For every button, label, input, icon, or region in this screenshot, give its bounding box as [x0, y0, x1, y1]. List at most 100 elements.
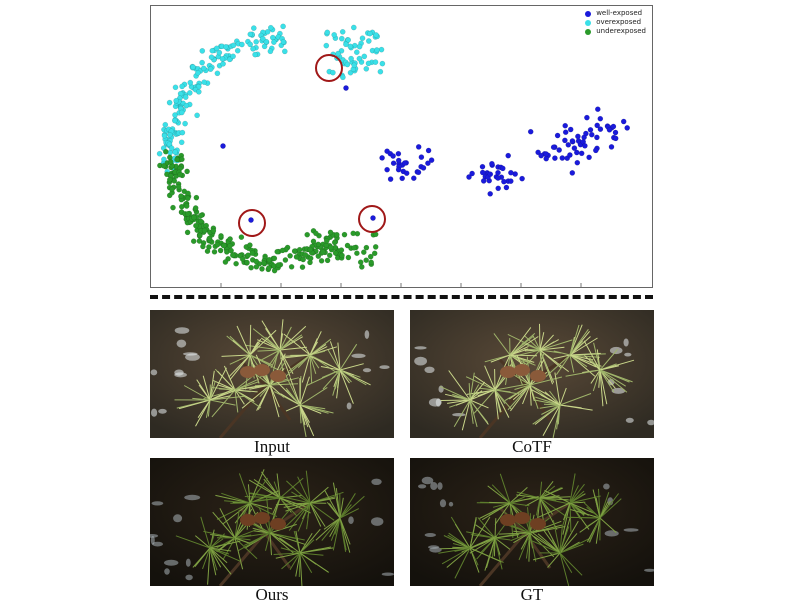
overexposed-point — [254, 39, 259, 44]
underexposed-point — [283, 257, 288, 262]
legend-marker-underexposed — [585, 29, 591, 35]
overexposed-point — [167, 132, 172, 137]
overexposed-point — [380, 61, 385, 66]
underexposed-point — [218, 248, 223, 253]
legend-item-overexposed: overexposed — [585, 18, 646, 27]
underexposed-point — [368, 254, 373, 259]
underexposed-point — [288, 253, 293, 258]
well-exposed-point — [563, 130, 568, 135]
highlight-circle — [239, 210, 265, 236]
overexposed-point — [200, 48, 205, 53]
legend-marker-overexposed — [585, 20, 591, 26]
underexposed-point — [339, 253, 344, 258]
well-exposed-point — [496, 186, 501, 191]
well-exposed-point — [416, 170, 421, 175]
scatter-canvas — [151, 6, 652, 287]
underexposed-point — [211, 228, 216, 233]
overexposed-point — [196, 89, 201, 94]
underexposed-point — [227, 243, 232, 248]
underexposed-point — [197, 238, 202, 243]
overexposed-point — [200, 60, 205, 65]
well-exposed-point — [589, 132, 594, 137]
well-exposed-point — [481, 178, 486, 183]
underexposed-point — [345, 243, 350, 248]
underexposed-point — [325, 258, 330, 263]
underexposed-point — [324, 238, 329, 243]
well-exposed-point — [404, 171, 409, 176]
well-exposed-point — [598, 116, 603, 121]
underexposed-point — [218, 233, 223, 238]
caption-ours: Ours — [150, 586, 394, 604]
well-exposed-point — [343, 85, 348, 90]
overexposed-point — [357, 44, 362, 49]
underexposed-point — [254, 264, 259, 269]
well-exposed-point — [611, 124, 616, 129]
highlight-circle — [316, 55, 342, 81]
overexposed-point — [190, 64, 195, 69]
photo-cotf — [410, 310, 654, 438]
underexposed-point — [305, 232, 310, 237]
well-exposed-point — [557, 147, 562, 152]
overexposed-point — [345, 62, 350, 67]
overexposed-point — [180, 130, 185, 135]
well-exposed-point — [504, 185, 509, 190]
overexposed-point — [262, 44, 267, 49]
legend-label-well-exposed: well-exposed — [596, 9, 642, 18]
photo-input — [150, 310, 394, 438]
well-exposed-point — [568, 127, 573, 132]
underexposed-point — [289, 264, 294, 269]
overexposed-point — [239, 42, 244, 47]
well-exposed-point — [421, 165, 426, 170]
well-exposed-point — [555, 133, 560, 138]
overexposed-point — [336, 51, 341, 56]
underexposed-point — [169, 187, 174, 192]
well-exposed-point — [552, 156, 557, 161]
well-exposed-point — [426, 148, 431, 153]
overexposed-point — [167, 100, 172, 105]
well-exposed-point — [574, 150, 579, 155]
overexposed-point — [187, 90, 192, 95]
pine-branch-image — [150, 310, 394, 438]
well-exposed-point — [396, 158, 401, 163]
underexposed-point — [228, 236, 233, 241]
underexposed-point — [266, 265, 271, 270]
legend-item-well-exposed: well-exposed — [585, 9, 646, 18]
well-exposed-point — [429, 158, 434, 163]
underexposed-point — [221, 243, 226, 248]
underexposed-point — [185, 230, 190, 235]
well-exposed-point — [539, 153, 544, 158]
legend-marker-well-exposed — [585, 11, 591, 17]
well-exposed-point — [528, 129, 533, 134]
well-exposed-point — [388, 177, 393, 182]
overexposed-point — [265, 29, 270, 34]
underexposed-point — [272, 256, 277, 261]
underexposed-point — [320, 249, 325, 254]
underexposed-point — [292, 249, 297, 254]
well-exposed-point — [520, 176, 525, 181]
caption-cotf: CoTF — [410, 438, 654, 456]
underexposed-point — [193, 205, 198, 210]
well-exposed-point — [579, 151, 584, 156]
well-exposed-point — [570, 138, 575, 143]
well-exposed-point — [587, 155, 592, 160]
overexposed-point — [374, 47, 379, 52]
overexposed-point — [214, 46, 219, 51]
underexposed-point — [342, 232, 347, 237]
well-exposed-point — [593, 148, 598, 153]
overexposed-point — [188, 80, 193, 85]
underexposed-point — [198, 219, 203, 224]
underexposed-point — [311, 239, 316, 244]
underexposed-point — [364, 245, 369, 250]
overexposed-point — [282, 49, 287, 54]
underexposed-point — [313, 231, 318, 236]
underexposed-point — [300, 265, 305, 270]
well-exposed-point — [575, 160, 580, 165]
underexposed-point — [276, 262, 281, 267]
underexposed-point — [303, 252, 308, 257]
underexposed-point — [328, 230, 333, 235]
well-exposed-point — [400, 176, 405, 181]
well-exposed-point — [621, 119, 626, 124]
well-exposed-point — [560, 155, 565, 160]
well-exposed-point — [385, 167, 390, 172]
well-exposed-point — [402, 160, 407, 165]
